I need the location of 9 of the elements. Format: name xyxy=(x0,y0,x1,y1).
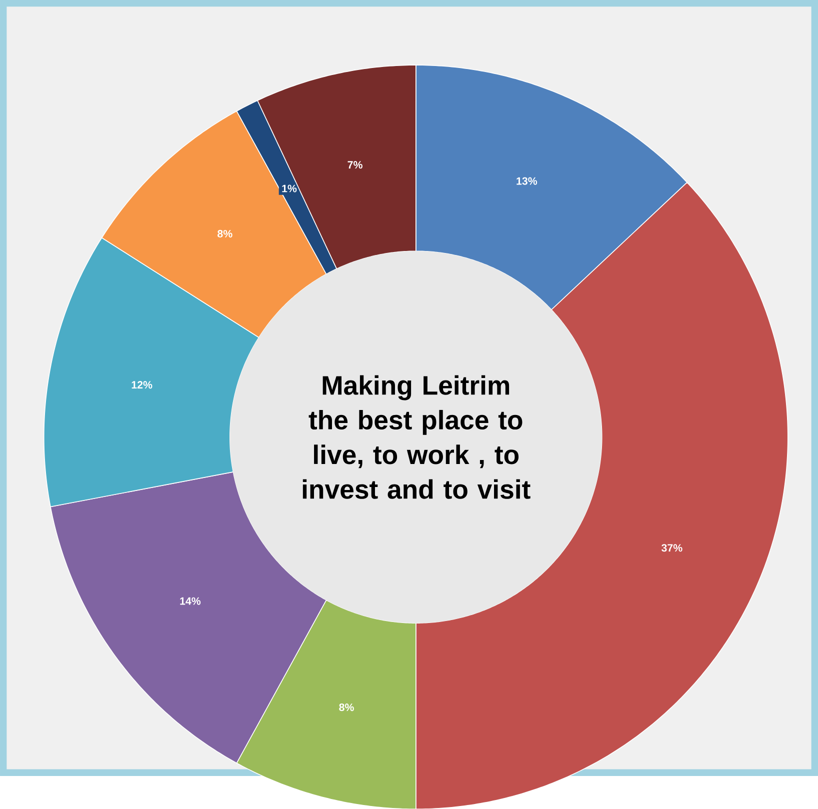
data-label: 37% xyxy=(662,544,682,552)
text: Making Leitrim the best place to live, to work , to invest and to visit xyxy=(302,375,530,499)
data-label: 8% xyxy=(339,703,354,711)
data-label: 7% xyxy=(348,160,362,168)
data-label: 1% xyxy=(282,184,297,192)
data-label: 13% xyxy=(516,177,538,185)
data-label: 8% xyxy=(218,230,232,238)
data-label: 12% xyxy=(132,380,152,388)
data-label: 14% xyxy=(180,597,201,605)
